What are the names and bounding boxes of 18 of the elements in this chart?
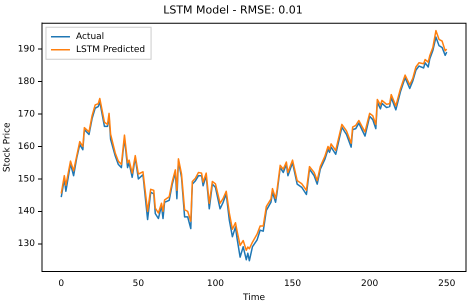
y-tick-label: 150	[18, 174, 36, 184]
x-tick-label: 200	[361, 279, 378, 290]
y-tick-label: 170	[18, 109, 36, 120]
x-tick-label: 150	[284, 279, 302, 290]
x-tick-label: 250	[438, 279, 456, 290]
chart-title: LSTM Model - RMSE: 0.01	[163, 3, 303, 16]
x-axis-title: Time	[242, 292, 266, 303]
legend-label: Actual	[76, 32, 104, 42]
y-tick-label: 140	[18, 206, 36, 217]
x-tick-label: 0	[58, 279, 64, 290]
y-tick-label: 180	[18, 76, 36, 87]
y-tick-label: 160	[18, 142, 36, 152]
y-axis-title: Stock Price	[2, 122, 13, 172]
x-tick-label: 50	[132, 279, 144, 290]
y-tick-label: 130	[18, 239, 36, 250]
x-tick-label: 100	[206, 279, 224, 290]
legend-label: LSTM Predicted	[76, 45, 146, 56]
y-tick-label: 190	[18, 44, 36, 54]
